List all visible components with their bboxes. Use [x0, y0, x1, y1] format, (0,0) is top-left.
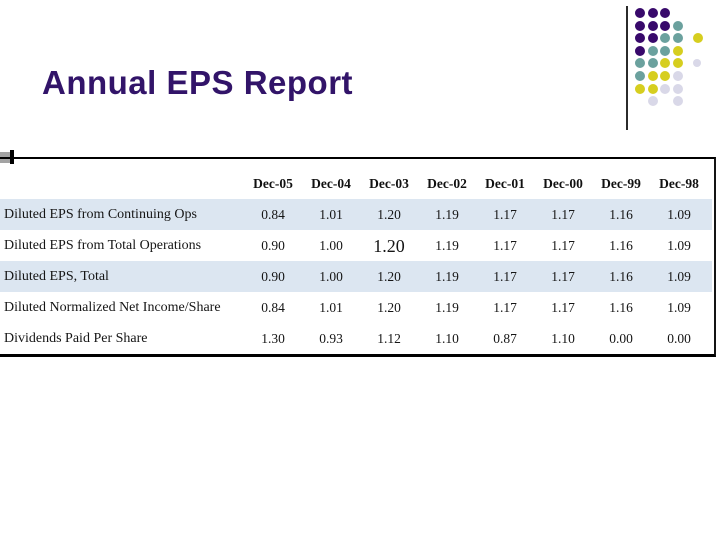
table-row: Diluted EPS from Continuing Ops 0.84 1.01 1…	[0, 199, 712, 230]
ornament-dot	[635, 71, 645, 81]
ornament-dot	[647, 8, 658, 18]
cell-value: 1.17	[493, 237, 517, 253]
ornament-dot	[672, 45, 683, 56]
cell-value: 0.84	[261, 299, 285, 315]
cell-value: 1.16	[609, 237, 633, 253]
ornament-dot	[672, 58, 683, 69]
cell-value: 1.09	[667, 268, 691, 284]
table-row: Diluted Normalized Net Income/Share 0.84 1…	[0, 292, 712, 323]
cell-value: 1.17	[493, 268, 517, 284]
cell-value: 1.09	[667, 299, 691, 315]
cell-value: 1.17	[551, 268, 575, 284]
row-label: Diluted EPS, Total	[4, 268, 109, 284]
column-header: Dec-00	[543, 176, 583, 191]
ornament-dot	[693, 33, 703, 44]
cell-value: 1.20	[377, 299, 401, 315]
cell-value: 1.30	[261, 330, 285, 346]
cell-value: 0.87	[493, 330, 517, 346]
cell-value: 1.10	[551, 330, 575, 346]
cell-value: 1.16	[609, 206, 633, 222]
cell-value: 1.00	[319, 268, 343, 284]
cell-value: 1.17	[551, 237, 575, 253]
cell-value: 1.01	[319, 299, 343, 315]
cell-value: 0.93	[319, 330, 343, 346]
cell-value: 1.10	[435, 330, 459, 346]
ornament-dot	[635, 20, 645, 31]
ornament-dot	[635, 33, 645, 44]
cell-value: 1.00	[319, 237, 343, 253]
ornament-dot	[672, 20, 683, 31]
ornament-dot	[635, 58, 645, 69]
ornament-dot	[635, 83, 645, 94]
ornament-dot	[647, 45, 658, 56]
table-row: Dividends Paid Per Share 1.30 0.93 1.12 1.10…	[0, 323, 712, 354]
cell-value: 1.09	[667, 237, 691, 253]
cell-value: 1.20	[377, 206, 401, 222]
cell-value: 1.17	[551, 206, 575, 222]
column-header: Dec-02	[427, 176, 467, 191]
cell-value: 1.20	[377, 268, 401, 284]
column-header: Dec-98	[659, 176, 699, 191]
cell-value: 0.00	[609, 330, 633, 346]
cell-value: 0.90	[261, 237, 285, 253]
ornament-dot	[672, 71, 683, 81]
column-header: Dec-99	[601, 176, 641, 191]
cell-value: 1.20	[373, 235, 405, 256]
ornament-dot	[660, 83, 670, 94]
ornament-dot	[672, 83, 683, 94]
row-label: Dividends Paid Per Share	[4, 330, 148, 346]
cell-value: 1.16	[609, 268, 633, 284]
cell-value: 1.17	[493, 206, 517, 222]
ornament-divider-line	[626, 6, 628, 130]
ornament-dot	[660, 8, 670, 18]
column-header: Dec-04	[311, 176, 351, 191]
table-body: Diluted EPS from Continuing Ops 0.84 1.01 1…	[0, 199, 714, 354]
cell-value: 0.90	[261, 268, 285, 284]
slide-title: Annual EPS Report	[42, 64, 354, 101]
cell-value: 1.09	[667, 206, 691, 222]
ornament-dot	[660, 33, 670, 44]
ornament-dot	[660, 45, 670, 56]
row-label: Diluted Normalized Net Income/Share	[4, 299, 221, 315]
ornament-dot	[672, 96, 683, 107]
column-header: Dec-05	[253, 176, 293, 191]
table-header-row: Dec-05 Dec-04 Dec-03 Dec-02 Dec-01 Dec-00 Dec-…	[0, 159, 712, 199]
ornament-dot	[635, 8, 645, 18]
cell-value: 0.84	[261, 206, 285, 222]
cell-value: 1.17	[551, 299, 575, 315]
ornament-dot	[647, 96, 658, 107]
cell-value: 1.12	[377, 330, 401, 346]
ornament-dot	[647, 71, 658, 81]
cell-value: 1.19	[435, 237, 459, 253]
ornament-dot	[647, 58, 658, 69]
ornament-dot	[635, 45, 645, 56]
eps-table: Dec-05 Dec-04 Dec-03 Dec-02 Dec-01 Dec-00 Dec-…	[0, 157, 716, 357]
table-row: Diluted EPS from Total Operations 0.90 1.0…	[0, 230, 712, 261]
ornament-dot	[647, 20, 658, 31]
ornament-dot	[660, 71, 670, 81]
column-header: Dec-01	[485, 176, 525, 191]
row-label: Diluted EPS from Continuing Ops	[4, 206, 197, 222]
cell-value: 1.16	[609, 299, 633, 315]
cell-value: 1.19	[435, 299, 459, 315]
column-header: Dec-03	[369, 176, 409, 191]
row-label: Diluted EPS from Total Operations	[4, 237, 202, 253]
ornament-dot	[660, 58, 670, 69]
ornament-dot	[660, 20, 670, 31]
cell-value: 1.19	[435, 268, 459, 284]
cell-value: 1.17	[493, 299, 517, 315]
ornament-dot	[693, 59, 701, 68]
ornament-dot	[672, 33, 683, 44]
ornament-dot	[647, 33, 658, 44]
table-row: Diluted EPS, Total 0.90 1.00 1.20 1.19 1.17 1.…	[0, 261, 712, 292]
cell-value: 1.19	[435, 206, 459, 222]
cell-value: 1.01	[319, 206, 343, 222]
ornament-dot	[647, 83, 658, 94]
cell-value: 0.00	[667, 330, 691, 346]
